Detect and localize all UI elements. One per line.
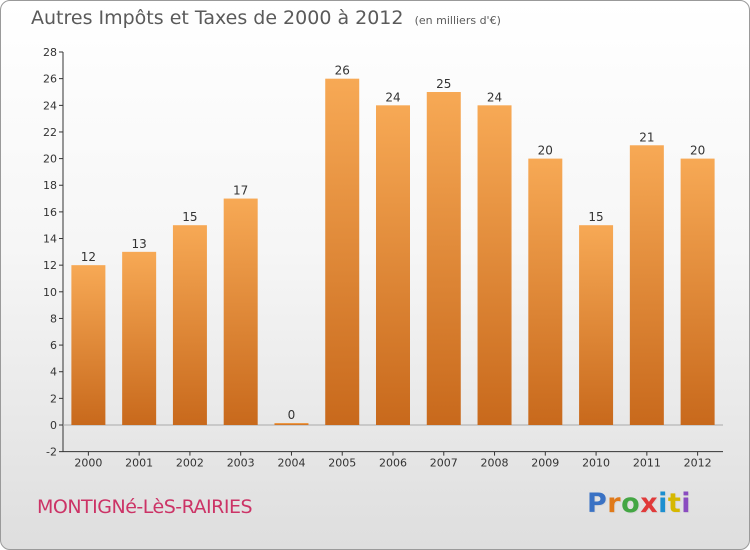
data-label-2009: 20 — [538, 144, 553, 158]
x-tick-label-2012: 2012 — [684, 457, 712, 470]
commune-name: MONTIGNé-LèS-RAIRIES — [37, 496, 253, 518]
logo-letter: x — [640, 488, 659, 519]
bar-2007 — [426, 92, 461, 425]
chart-unit: (en milliers d'€) — [414, 14, 501, 27]
x-tick-label-2004: 2004 — [277, 457, 305, 470]
y-tick-label: 16 — [43, 206, 57, 219]
logo-letter: o — [621, 488, 641, 519]
bar-2003 — [223, 198, 258, 425]
data-label-2012: 20 — [690, 144, 705, 158]
x-tick-label-2005: 2005 — [328, 457, 356, 470]
x-tick-label-2008: 2008 — [481, 457, 509, 470]
bar-2006 — [376, 105, 410, 425]
y-tick-label: 24 — [43, 99, 57, 112]
y-tick-label: 14 — [43, 233, 57, 246]
x-tick-label-2002: 2002 — [176, 457, 204, 470]
chart-title: Autres Impôts et Taxes de 2000 à 2012 — [31, 7, 404, 29]
data-label-2003: 17 — [233, 184, 248, 198]
y-tick-label: 10 — [43, 286, 57, 299]
logo-letter: i — [658, 488, 668, 519]
data-label-2007: 25 — [436, 77, 451, 91]
data-label-2001: 13 — [132, 237, 147, 251]
x-tick-label-2011: 2011 — [633, 457, 661, 470]
data-label-2006: 24 — [385, 90, 400, 104]
y-tick-label: -2 — [46, 446, 57, 459]
chart-title-block: Autres Impôts et Taxes de 2000 à 2012 (e… — [31, 7, 501, 29]
bar-2010 — [579, 225, 614, 425]
x-tick-label-2006: 2006 — [379, 457, 407, 470]
x-tick-label-2003: 2003 — [227, 457, 255, 470]
y-tick-label: 6 — [50, 339, 57, 352]
bar-2004 — [274, 423, 309, 425]
bar-2005 — [325, 78, 360, 426]
y-tick-label: 8 — [50, 312, 57, 325]
proxiti-logo: Proxiti — [587, 488, 691, 519]
bar-2012 — [680, 158, 715, 425]
y-tick-label: 12 — [43, 259, 57, 272]
logo-letter: t — [667, 488, 682, 519]
data-label-2010: 15 — [588, 210, 603, 224]
bar-2011 — [629, 145, 664, 425]
y-tick-label: 0 — [50, 419, 57, 432]
logo-letter: P — [587, 488, 608, 519]
bar-2001 — [122, 251, 157, 425]
bar-2009 — [528, 158, 563, 425]
y-tick-label: 20 — [43, 153, 57, 166]
data-label-2008: 24 — [487, 90, 502, 104]
data-label-2002: 15 — [182, 210, 197, 224]
data-label-2005: 26 — [335, 64, 350, 78]
data-label-2011: 21 — [639, 130, 654, 144]
y-tick-label: 4 — [50, 366, 57, 379]
y-tick-label: 26 — [43, 73, 57, 86]
y-tick-label: 2 — [50, 392, 57, 405]
y-tick-label: 22 — [43, 126, 57, 139]
bar-2000 — [71, 265, 106, 425]
bar-2008 — [477, 105, 512, 425]
logo-letter: i — [681, 488, 692, 519]
data-label-2000: 12 — [81, 250, 96, 264]
y-tick-label: 18 — [43, 179, 57, 192]
bar-2002 — [172, 225, 207, 425]
x-tick-label-2000: 2000 — [74, 457, 102, 470]
x-tick-label-2001: 2001 — [125, 457, 153, 470]
x-tick-label-2010: 2010 — [582, 457, 610, 470]
data-label-2004: 0 — [288, 408, 296, 422]
x-tick-label-2009: 2009 — [531, 457, 559, 470]
x-tick-label-2007: 2007 — [430, 457, 458, 470]
y-tick-label: 28 — [43, 46, 57, 59]
logo-letter: r — [607, 488, 622, 519]
